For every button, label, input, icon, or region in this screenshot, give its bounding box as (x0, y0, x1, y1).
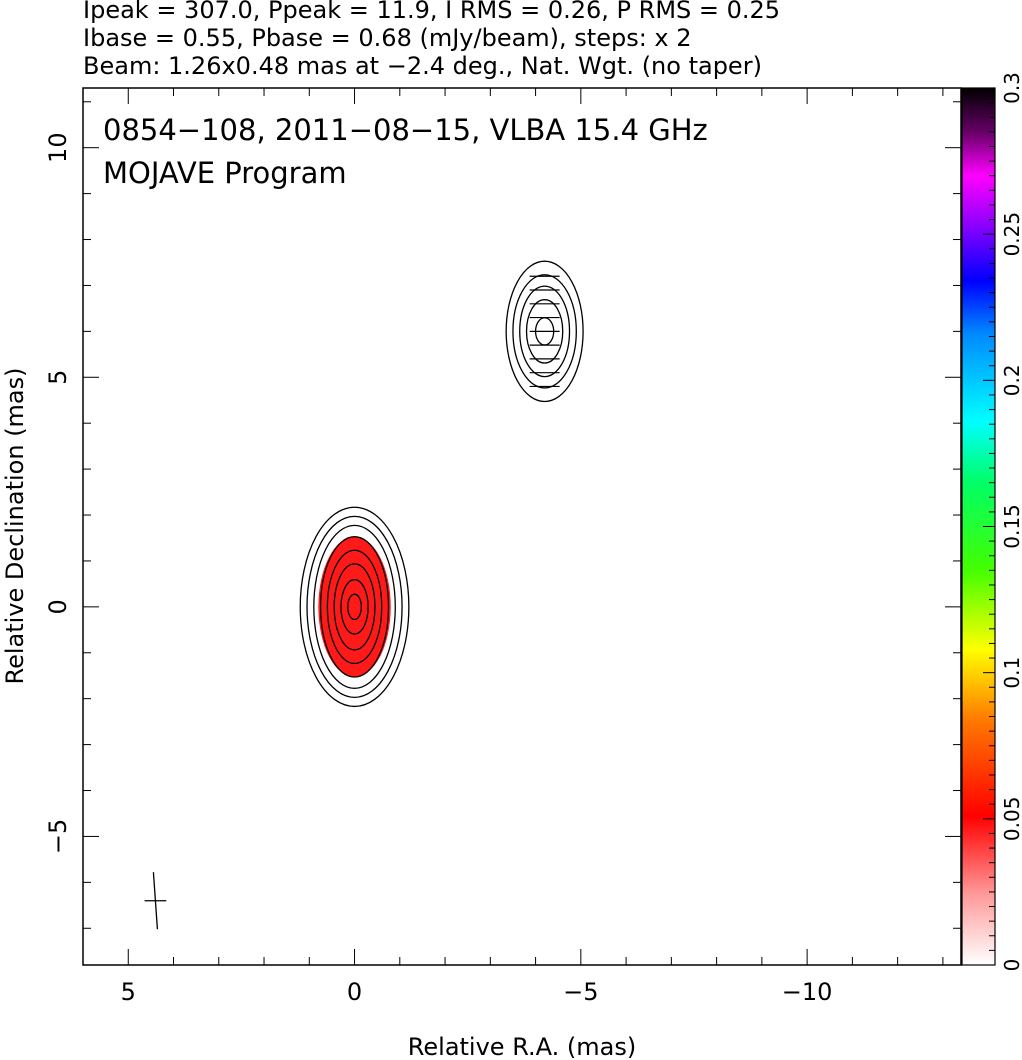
colorbar-tick-label: 0.1 (1000, 657, 1022, 689)
x-axis-tick-labels: 5 0 −5 −10 (121, 978, 833, 1006)
x-axis-ticks (127, 88, 944, 965)
x-tick-label: 5 (121, 978, 136, 1006)
jet-knot-contour-2 (519, 285, 571, 378)
x-tick-label: −10 (782, 978, 833, 1006)
core-contour-7 (299, 506, 410, 708)
jet-knot-contour-1 (525, 299, 564, 364)
colorbar-tick-label: 0.05 (1000, 797, 1022, 842)
plot-frame (82, 87, 962, 966)
jet-knot-contour-3 (512, 274, 577, 389)
core-contour-5 (313, 524, 396, 689)
y-tick-label: 5 (44, 370, 72, 385)
jet-knot-contour-4 (505, 260, 584, 403)
colorbar-ticks (983, 87, 995, 966)
header-stats-line: Ipeak = 307.0, Ppeak = 11.9, I RMS = 0.2… (83, 0, 780, 24)
core-contour-6 (306, 515, 403, 699)
x-axis-label: Relative R.A. (mas) (408, 1033, 636, 1060)
beam-cross (144, 872, 167, 930)
y-axis-tick-labels: 10 5 0 −5 (44, 132, 72, 854)
evpa-ticks (529, 275, 560, 388)
y-tick-label: −5 (44, 819, 72, 854)
colorbar-tick-labels: 0 0.05 0.1 0.15 0.2 0.25 0.3 (1000, 72, 1022, 971)
header-beam-line: Beam: 1.26x0.48 mas at −2.4 deg., Nat. W… (83, 52, 762, 80)
plot-title: 0854−108, 2011−08−15, VLBA 15.4 GHz (103, 113, 708, 147)
y-tick-label: 0 (44, 599, 72, 614)
plot-subtitle: MOJAVE Program (103, 156, 347, 190)
core-contour-0 (347, 593, 362, 621)
colorbar-tick-label: 0.25 (1000, 212, 1022, 257)
core-contour-3 (326, 549, 383, 665)
colorbar-tick-label: 0.2 (1000, 364, 1022, 396)
y-tick-label: 10 (44, 132, 72, 163)
core-contour-2 (333, 563, 376, 651)
header-base-line: Ibase = 0.55, Pbase = 0.68 (mJy/beam), s… (83, 24, 692, 52)
colorbar-tick-label: 0.15 (1000, 504, 1022, 549)
x-tick-label: 0 (347, 978, 362, 1006)
fractional-polarization-patch (318, 536, 391, 678)
x-tick-label: −5 (563, 978, 598, 1006)
core-contour-1 (340, 579, 369, 635)
y-axis-label: Relative Declination (mas) (1, 367, 29, 684)
core-contour-4 (319, 536, 390, 678)
polarization-ellipse (318, 536, 391, 678)
colorbar-tick-label: 0.3 (1000, 72, 1022, 104)
y-axis-ticks (83, 101, 961, 929)
colorbar-tick-label: 0 (1000, 959, 1022, 972)
